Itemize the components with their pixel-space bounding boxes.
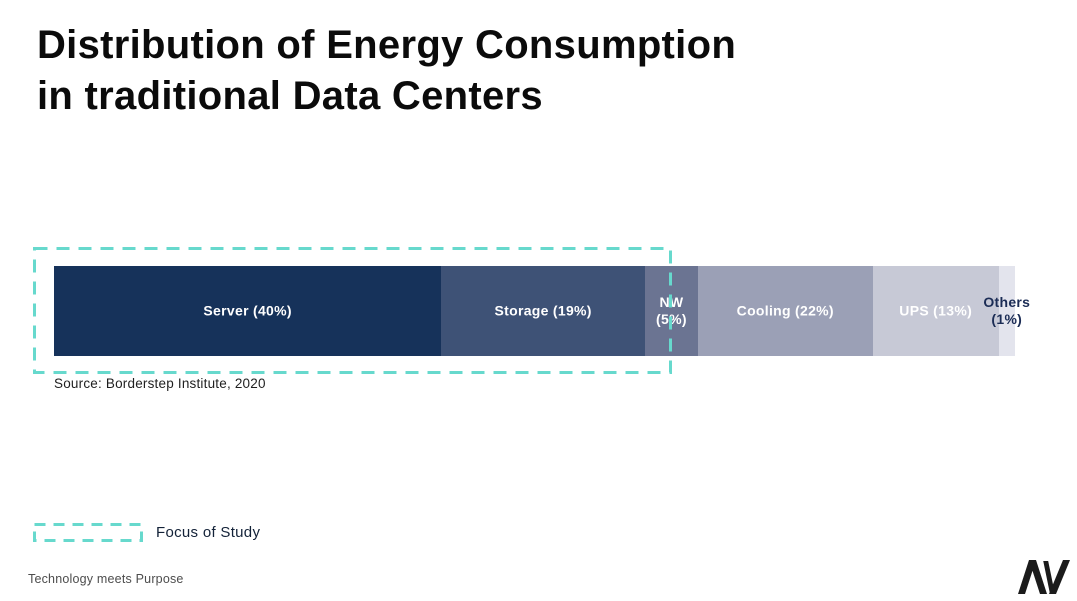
bar-segment-server: Server (40%) (54, 266, 442, 356)
bar-segment-cooling: Cooling (22%) (697, 266, 873, 356)
page-title-line2: in traditional Data Centers (37, 73, 543, 118)
bar-segment-label-others: Others (1%) (983, 294, 1031, 327)
page-title-line1: Distribution of Energy Consumption (37, 23, 737, 67)
bar-segment-label-storage: Storage (19%) (494, 302, 592, 319)
bar-segment-ups: UPS (13%) (872, 266, 999, 356)
page-title: Distribution of Energy Consumption in tr… (37, 20, 736, 122)
bar-segment-label-nw: NW (5%) (656, 294, 687, 327)
bar-segment-others: Others (1%) (983, 266, 1030, 356)
focus-of-study-swatch-icon (33, 523, 143, 542)
bar-segment-label-server: Server (40%) (203, 302, 292, 319)
energy-distribution-chart: Server (40%) Storage (19%) NW (5%) Cooling (… (33, 247, 1030, 391)
stacked-bar: Server (40%) Storage (19%) NW (5%) Cooling (… (54, 266, 1030, 356)
legend: Focus of Study (33, 523, 260, 542)
bar-segment-label-cooling: Cooling (22%) (736, 302, 834, 319)
bar-segment-storage: Storage (19%) (441, 266, 645, 356)
bar-segment-nw: NW (5%) (645, 266, 698, 356)
av-monogram-logo-icon (1018, 559, 1070, 595)
footer-tagline: Technology meets Purpose (28, 572, 184, 586)
source-note: Source: Borderstep Institute, 2020 (54, 376, 266, 391)
legend-dashed-rect (33, 523, 143, 542)
legend-label: Focus of Study (156, 524, 261, 541)
bar-segment-label-ups: UPS (13%) (899, 302, 973, 319)
